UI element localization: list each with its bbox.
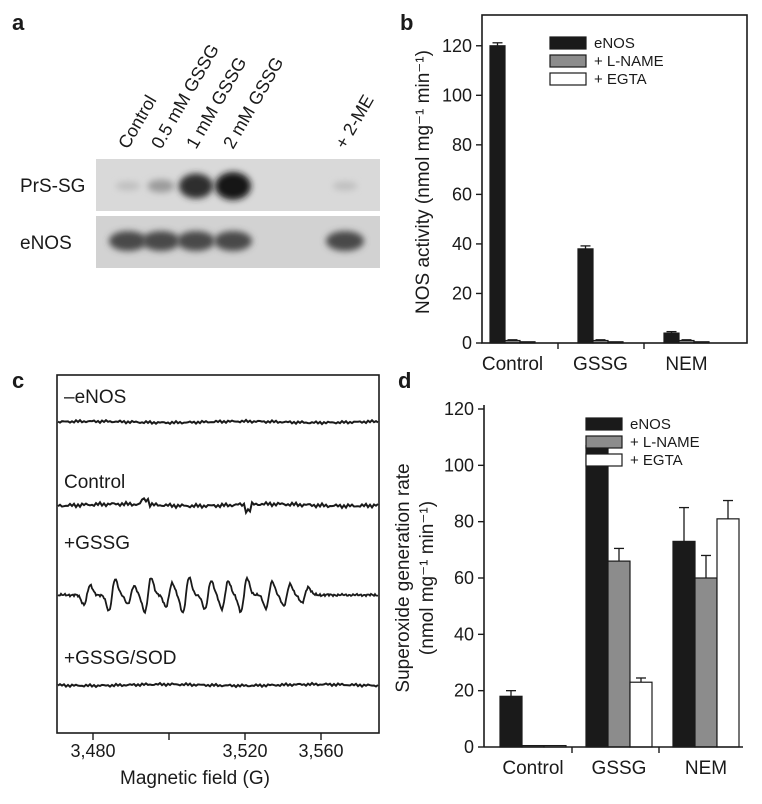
legend-label: + EGTA: [594, 71, 647, 88]
bar-0-gssg: [577, 248, 594, 344]
bar-0-gssg: [585, 445, 609, 748]
blot-band-enos: [142, 231, 180, 251]
bar-2-nem: [716, 518, 740, 748]
legend-swatch: [549, 54, 587, 68]
epr-x-axis: 3,480 3,520 3,560 Magnetic field (G): [70, 733, 344, 789]
blot-band-enos: [177, 231, 215, 251]
plot-frame: [481, 14, 748, 344]
blot-band-prssg: [178, 173, 214, 199]
epr-xtick-3520: 3,520: [222, 741, 267, 761]
panel-a-letter: a: [12, 10, 25, 35]
y-axis-label: NOS activity (nmol mg⁻¹ min⁻¹): [413, 50, 434, 314]
blot-band-prssg: [215, 172, 251, 200]
chart-b: 0 20 40 60 80 100 120 Control GSSG NEM eNOS+ L-NAM…: [413, 14, 748, 375]
x-category-label: GSSG: [592, 758, 647, 779]
y-tick-label: 0: [464, 737, 474, 757]
legend-label: + EGTA: [630, 452, 683, 469]
y-tick-label: 80: [452, 135, 472, 155]
legend-label: + L-NAME: [630, 434, 700, 451]
y-tick-label: 40: [452, 234, 472, 254]
row-label-prssg: PrS-SG: [20, 176, 85, 197]
y-tick-label: 120: [444, 399, 474, 419]
blot-band-enos: [109, 231, 147, 251]
y-tick-label: 120: [442, 36, 472, 56]
blot-enos-bands: [109, 231, 364, 251]
legend-swatch: [549, 72, 587, 86]
bar-1-nem: [694, 577, 718, 748]
y-tick-label: 40: [454, 624, 474, 644]
legend-label: eNOS: [630, 416, 671, 433]
legend-label: eNOS: [594, 35, 635, 52]
legend-swatch: [585, 453, 623, 467]
legend-swatch: [585, 417, 623, 431]
epr-label-minus-enos: –eNOS: [64, 387, 126, 408]
epr-frame: [56, 374, 380, 734]
x-category-label: NEM: [665, 354, 707, 375]
blot-band-prssg: [147, 179, 175, 193]
bar-2-gssg: [629, 681, 653, 748]
blot-band-enos: [326, 231, 364, 251]
y-tick-label: 20: [452, 283, 472, 303]
x-category-label: Control: [502, 758, 563, 779]
legend-swatch: [549, 36, 587, 50]
legend-swatch: [585, 435, 623, 449]
epr-xtick-3480: 3,480: [70, 741, 115, 761]
epr-x-axis-label: Magnetic field (G): [120, 768, 270, 789]
legend-label: + L-NAME: [594, 53, 664, 70]
y-tick-label: 80: [454, 512, 474, 532]
epr-traces: [57, 418, 379, 689]
y-axis-label-line1: Superoxide generation rate: [393, 463, 414, 692]
chart-d: 0 20 40 60 80 100 120 Control GSSG NEM eNOS+ L-NAM…: [393, 399, 743, 779]
y-tick-label: 60: [452, 184, 472, 204]
epr-trace-gssg: [57, 575, 379, 615]
epr-xtick-3560: 3,560: [298, 741, 343, 761]
x-category-label: GSSG: [573, 354, 628, 375]
epr-trace-minus-enos: [57, 418, 379, 426]
epr-label-gssg-sod: +GSSG/SOD: [64, 648, 176, 669]
epr-trace-control: [57, 496, 379, 516]
x-category-label: NEM: [685, 758, 727, 779]
lane-label: + 2-ME: [331, 91, 378, 152]
y-axis-label-line2: (nmol mg⁻¹ min⁻¹): [417, 501, 438, 655]
y-tick-label: 20: [454, 681, 474, 701]
bar-0-nem: [672, 540, 696, 748]
blot-band-prssg: [332, 181, 358, 191]
y-tick-label: 100: [442, 85, 472, 105]
bar-0-control: [499, 695, 523, 748]
bar-0-control: [489, 45, 506, 344]
blot-prssg-bands: [115, 172, 358, 200]
panel-b-letter: b: [400, 10, 413, 35]
epr-trace-gssg-sod: [57, 681, 379, 689]
y-tick-label: 0: [462, 333, 472, 353]
x-category-label: Control: [482, 354, 543, 375]
epr-label-control: Control: [64, 472, 125, 493]
panel-d-letter: d: [398, 368, 411, 393]
blot-band-prssg: [115, 181, 141, 191]
row-label-enos: eNOS: [20, 233, 72, 254]
epr-label-gssg: +GSSG: [64, 533, 130, 554]
panel-c-letter: c: [12, 368, 24, 393]
y-tick-label: 100: [444, 455, 474, 475]
bar-1-gssg: [607, 560, 631, 748]
blot-band-enos: [214, 231, 252, 251]
bar-0-nem: [663, 332, 680, 344]
y-tick-label: 60: [454, 568, 474, 588]
